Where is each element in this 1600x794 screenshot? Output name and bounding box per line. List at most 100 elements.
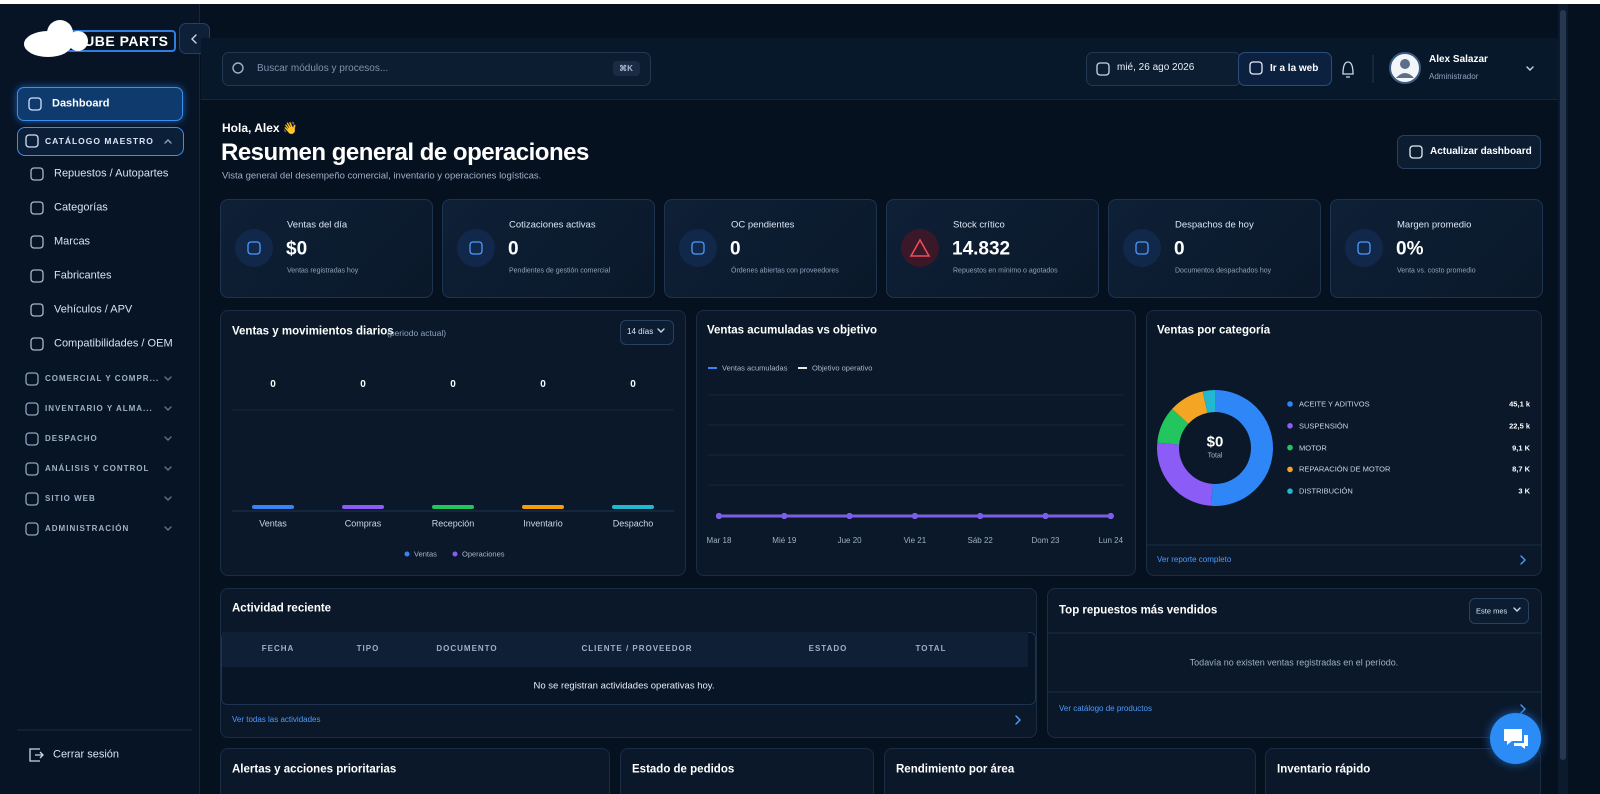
scrollbar-thumb [1560, 10, 1566, 760]
legend-label: REPARACIÓN DE MOTOR [1299, 464, 1391, 474]
card-title: Ventas acumuladas vs objetivo [707, 324, 878, 337]
value-label: 45,1 k [1509, 399, 1530, 409]
web-button-label[interactable]: Ir a la web [1270, 63, 1319, 74]
section-label[interactable]: DESPACHO [45, 434, 98, 443]
card-link[interactable]: Ver reporte completo [1157, 555, 1232, 564]
kpi-label: Ventas del día [287, 219, 348, 231]
kpi-value: 14.832 [952, 238, 1011, 260]
column-header: TOTAL [915, 644, 947, 653]
x-tick-label: Lun 24 [1098, 536, 1124, 545]
date: mié, 26 ago 2026 [1117, 62, 1195, 73]
legend-label: MOTOR [1299, 442, 1327, 452]
card [696, 310, 1136, 576]
range-select[interactable] [620, 320, 674, 345]
column-header: ESTADO [808, 644, 848, 653]
card [1265, 748, 1541, 794]
value-label: 0 [540, 379, 546, 390]
card-title: Alertas y acciones prioritarias [232, 763, 397, 776]
card [1146, 310, 1542, 576]
kpi-label: Despachos de hoy [1175, 219, 1254, 231]
kpi-card [1108, 199, 1321, 298]
value-label: 3 K [1518, 486, 1530, 496]
card-title: Rendimiento por área [896, 763, 1015, 776]
x-tick-label: Compras [344, 518, 382, 529]
card-title: Ventas por categoría [1157, 324, 1271, 337]
card [220, 310, 686, 576]
search-box[interactable] [222, 52, 651, 86]
x-tick-label: Recepción [431, 518, 475, 529]
shortcut: ⌘K [619, 64, 633, 73]
card [620, 748, 874, 794]
column-header: TIPO [356, 644, 380, 653]
table-header [222, 632, 1028, 667]
x-tick-label: Jue 20 [837, 536, 862, 545]
value-label: 0 [270, 379, 276, 390]
range-label[interactable]: 14 días [627, 327, 654, 336]
nav-active[interactable] [17, 87, 183, 121]
page-title: Resumen general de operaciones [221, 139, 589, 166]
user-role: Administrador [1429, 72, 1479, 81]
card [884, 748, 1256, 794]
kpi-label: OC pendientes [731, 219, 795, 231]
user-name: Alex Salazar [1429, 54, 1488, 65]
empty-message: Todavía no existen ventas registradas en… [1189, 657, 1399, 668]
kpi-card [442, 199, 655, 298]
x-tick-label: Dom 23 [1031, 536, 1060, 545]
section-label[interactable]: COMERCIAL Y COMPR... [45, 374, 160, 383]
catalog-item[interactable]: Repuestos / Autopartes [54, 167, 169, 180]
value-label: 0 [450, 379, 456, 390]
card-title: Estado de pedidos [632, 763, 735, 776]
catalog-item[interactable]: Compatibilidades / OEM [54, 337, 173, 350]
section-label[interactable]: ADMINISTRACIÓN [45, 524, 130, 533]
card-title: Inventario rápido [1277, 763, 1371, 776]
filter-label[interactable]: Este mes [1476, 606, 1508, 616]
refresh-label[interactable]: Actualizar dashboard [1430, 146, 1532, 157]
catalog-item[interactable]: Vehículos / APV [54, 303, 133, 316]
x-tick-label: Mar 18 [706, 536, 732, 545]
kpi-label: Cotizaciones activas [509, 219, 596, 231]
donut-center-value: $0 [1206, 433, 1224, 451]
section-label[interactable]: INVENTARIO Y ALMA... [45, 404, 153, 413]
sidebar [0, 4, 200, 794]
chat-button[interactable] [1490, 713, 1541, 764]
donut-center-label: Total [1207, 452, 1223, 460]
chat-icon [1504, 729, 1528, 749]
legend-label: Objetivo operativo [812, 363, 873, 373]
logout[interactable]: Cerrar sesión [53, 748, 120, 761]
section-label[interactable]: SITIO WEB [45, 494, 96, 503]
column-header: CLIENTE / PROVEEDOR [581, 644, 693, 653]
catalog-item[interactable]: Marcas [54, 235, 91, 248]
kpi-note: Repuestos en mínimo o agotados [953, 267, 1058, 275]
catalog-label[interactable]: CATÁLOGO MAESTRO [45, 135, 154, 146]
catalog-item[interactable]: Fabricantes [54, 269, 112, 282]
legend-label: DISTRIBUCIÓN [1299, 486, 1353, 496]
brand-name: NUBE PARTS [73, 33, 169, 49]
column-header: FECHA [261, 644, 295, 653]
card-link[interactable]: Ver catálogo de productos [1059, 704, 1152, 713]
catalog-group[interactable] [17, 127, 184, 156]
legend-label: Ventas [414, 549, 437, 559]
x-tick-label: Mié 19 [772, 536, 797, 545]
card [1047, 588, 1542, 738]
card-link[interactable]: Ver todas las actividades [232, 715, 321, 724]
search-placeholder: Buscar módulos y procesos... [257, 63, 389, 74]
legend-label: Ventas acumuladas [722, 363, 788, 373]
kpi-card [220, 199, 433, 298]
card-title: Ventas y movimientos diarios [232, 325, 394, 338]
value-label: 0 [360, 379, 366, 390]
kpi-note: Documentos despachados hoy [1175, 267, 1272, 275]
catalog-item[interactable]: Categorías [54, 201, 108, 214]
nav-item[interactable]: Dashboard [52, 97, 110, 110]
section-label[interactable]: ANÁLISIS Y CONTROL [45, 464, 150, 473]
value-label: 8,7 K [1512, 464, 1530, 474]
kpi-note: Ventas registradas hoy [287, 267, 359, 275]
x-tick-label: Sáb 22 [967, 536, 993, 545]
card-qualifier: (periodo actual) [387, 327, 447, 338]
card-title: Actividad reciente [232, 602, 332, 615]
app: NUBE PARTS Dashboard CATÁLOGO MAESTRO Repue… [0, 4, 1600, 794]
kpi-label: Stock crítico [953, 219, 1005, 231]
kpi-card [1330, 199, 1543, 298]
kpi-value: 0 [508, 238, 519, 260]
legend-label: ACEITE Y ADITIVOS [1299, 399, 1370, 409]
